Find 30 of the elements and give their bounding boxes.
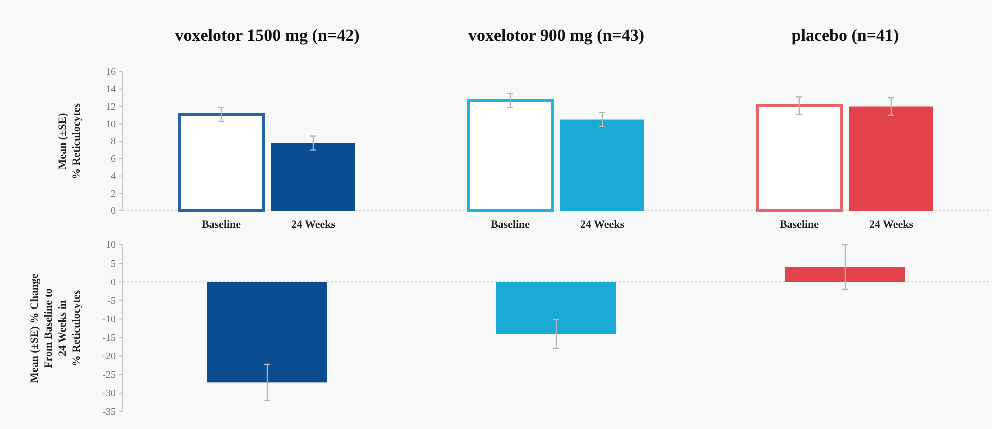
y-tick-label: 0 — [111, 206, 116, 218]
y-tick-label: 2 — [111, 188, 116, 200]
text: 24 Weeks — [580, 219, 625, 231]
y-tick-label: 0 — [111, 277, 116, 288]
series-label: 24 Weeks — [291, 219, 336, 231]
y-tick-label: 8 — [111, 136, 116, 148]
y-tick-label: -30 — [102, 388, 116, 400]
y-tick-label: -5 — [108, 296, 116, 307]
y-tick-label: 14 — [106, 84, 116, 96]
text: Baseline — [490, 219, 530, 231]
y-tick-label: 10 — [106, 240, 116, 252]
text: Baseline — [780, 219, 820, 231]
y-tick-label: -15 — [102, 332, 116, 344]
text: 24 Weeks — [869, 219, 914, 231]
series-label: Baseline — [202, 219, 242, 231]
y-tick-label: -25 — [102, 370, 116, 382]
y-tick-label: 4 — [111, 171, 116, 182]
y-tick-label: 16 — [106, 67, 116, 78]
y-tick-label: 6 — [111, 154, 116, 166]
y-axis-title: Mean (±SE) % Reticulocytes — [57, 102, 83, 180]
x-tick-label: voxelotor 1500 mg (n=42) — [175, 26, 360, 45]
y-tick-label: -35 — [102, 407, 116, 418]
y-tick-label: 12 — [106, 102, 116, 113]
x-tick-label: placebo (n=41) — [792, 26, 900, 45]
y-tick-label: -20 — [102, 352, 116, 363]
y-tick-label: 5 — [111, 258, 116, 270]
y-axis-title: Mean (±SE) % Change From Baseline to 24 Weeks in % Reticulocytes — [29, 274, 83, 384]
y-tick-label: 10 — [106, 119, 116, 130]
x-tick-label: voxelotor 900 mg (n=43) — [468, 26, 645, 45]
y-tick-label: -10 — [102, 314, 116, 326]
